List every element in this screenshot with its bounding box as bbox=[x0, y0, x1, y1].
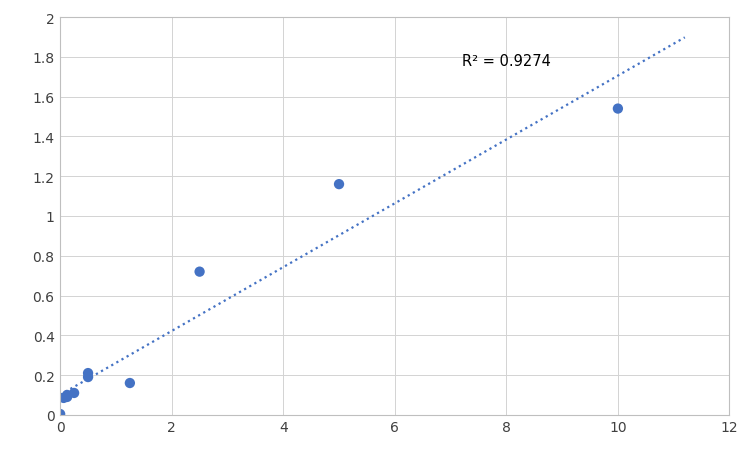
Point bbox=[54, 410, 66, 418]
Point bbox=[82, 370, 94, 377]
Point bbox=[68, 390, 80, 397]
Point bbox=[612, 106, 624, 113]
Point bbox=[61, 391, 73, 399]
Point bbox=[61, 393, 73, 400]
Point bbox=[82, 373, 94, 381]
Point bbox=[333, 181, 345, 189]
Point bbox=[193, 268, 205, 276]
Point bbox=[124, 380, 136, 387]
Point bbox=[58, 395, 70, 402]
Text: R² = 0.9274: R² = 0.9274 bbox=[462, 54, 550, 69]
